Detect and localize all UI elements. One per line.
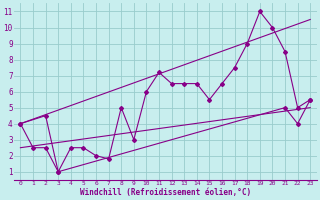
- X-axis label: Windchill (Refroidissement éolien,°C): Windchill (Refroidissement éolien,°C): [80, 188, 251, 197]
